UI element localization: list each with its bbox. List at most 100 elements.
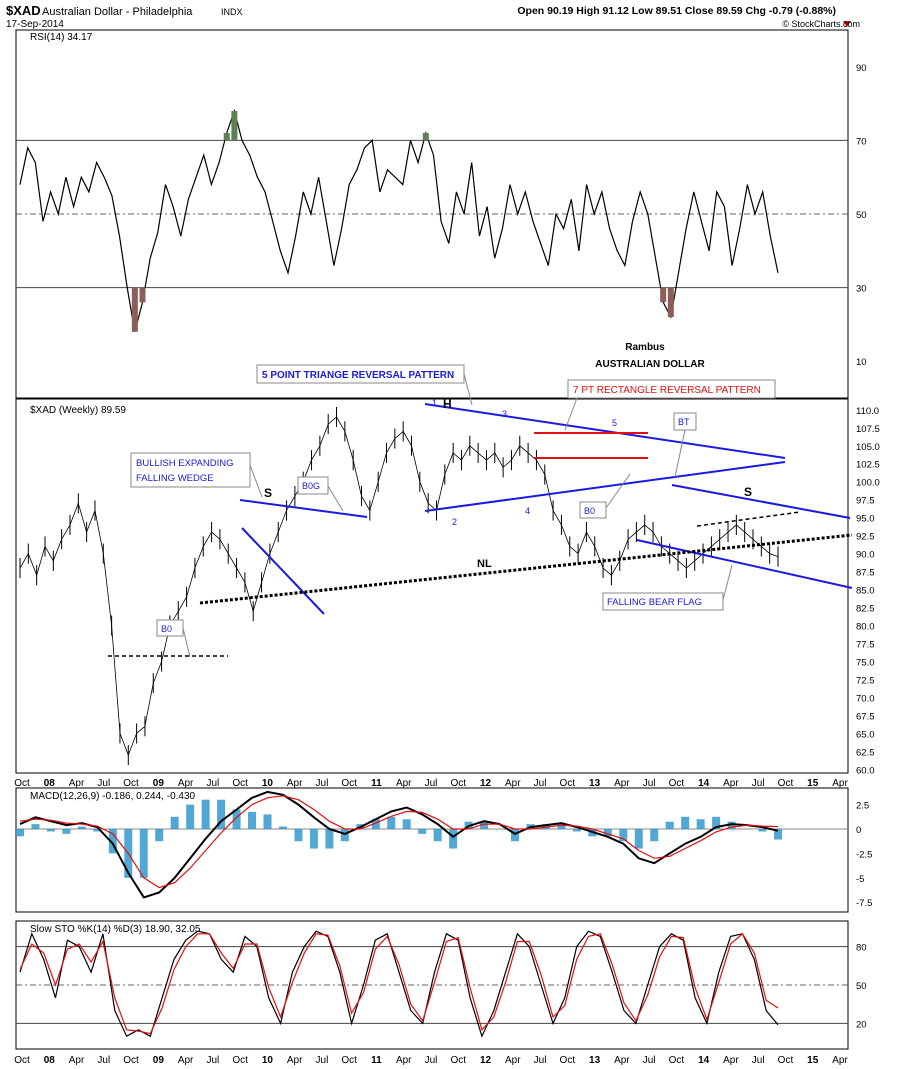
x-tick-label: 13	[589, 1055, 601, 1066]
x-tick-label: Apr	[614, 1055, 630, 1066]
x-tick-label: Oct	[14, 778, 30, 789]
flag-top-line	[671, 484, 851, 519]
rect-pattern-box	[567, 379, 776, 399]
flag-bottom-line	[636, 539, 853, 589]
x-tick-label: Oct	[778, 778, 794, 789]
macd-hist-bar	[186, 804, 195, 830]
macd-hist-bar	[665, 821, 674, 830]
x-tick-label: Apr	[287, 778, 303, 789]
macd-hist-bar	[309, 829, 318, 849]
price-panel	[15, 398, 849, 774]
y-tick-label: 62.5	[856, 747, 875, 758]
y-tick-label: 102.5	[856, 460, 880, 471]
rsi-oversold-fill	[139, 287, 146, 303]
x-tick-label: 12	[480, 778, 492, 789]
macd-hist-bar	[278, 826, 287, 830]
rsi-oversold-fill	[660, 287, 667, 303]
macd-hist-bar	[511, 829, 520, 842]
macd-hist-bar	[108, 829, 117, 854]
y-tick-label: 85.0	[856, 586, 875, 597]
neckline	[199, 533, 853, 605]
series-line-%D	[19, 932, 779, 1035]
x-tick-label: Apr	[69, 778, 85, 789]
x-tick-label: Apr	[396, 1055, 412, 1066]
y-tick-label: 65.0	[856, 729, 875, 740]
macd-hist-bar	[402, 819, 411, 830]
macd-hist-bar	[16, 829, 24, 837]
macd-hist-bar	[433, 829, 442, 842]
x-tick-label: 08	[44, 778, 56, 789]
macd-hist-bar	[774, 829, 782, 840]
point-3: 3	[502, 409, 507, 419]
y-tick-label: 110.0	[856, 406, 879, 417]
x-tick-label: Oct	[123, 1055, 139, 1066]
macd-hist-bar	[217, 799, 226, 830]
x-tick-label: 15	[807, 1055, 819, 1066]
x-tick-label: Apr	[614, 778, 630, 789]
down-arrow-icon	[843, 21, 851, 27]
y-tick-label: 80.0	[856, 622, 875, 633]
macd-hist-bar	[155, 829, 164, 842]
x-tick-label: Jul	[425, 778, 438, 789]
macd-hist-bar	[139, 829, 148, 878]
y-tick-label: 2.5	[856, 801, 869, 812]
x-tick-label: Oct	[669, 1055, 685, 1066]
x-tick-label: 10	[262, 1055, 274, 1066]
rsi-overbought-fill	[422, 133, 429, 141]
series-line-%K	[19, 930, 779, 1038]
y-tick-label: 70	[856, 136, 867, 147]
x-axis-group: Oct 08 Apr Jul Oct 09 Apr Jul Oct 10 Apr Jul Oct 11 Ap…	[14, 778, 848, 1066]
x-tick-label: Jul	[316, 1055, 329, 1066]
x-tick-label: 13	[589, 778, 601, 789]
y-tick-label: 0	[856, 825, 861, 836]
y-tick-label: 87.5	[856, 568, 875, 579]
rect-pattern-label: 7 PT RECTANGLE REVERSAL PATTERN	[573, 385, 761, 396]
right-shoulder-label: S	[744, 485, 752, 499]
x-tick-label: Apr	[178, 778, 194, 789]
x-tick-label: 11	[371, 1055, 382, 1066]
macd-hist-bar	[387, 816, 396, 830]
x-tick-label: Apr	[178, 1055, 194, 1066]
x-tick-label: Jul	[752, 1055, 765, 1066]
label-boxes: 5 POINT TRIANGE REVERSAL PATTERN BULLISH…	[130, 364, 776, 658]
bear-flag-label: FALLING BEAR FLAG	[607, 597, 702, 608]
series-line-Signal	[19, 795, 779, 889]
y-tick-label: 75.0	[856, 658, 875, 669]
b0-label-left: B0	[161, 624, 172, 634]
macd-hist-bar	[650, 829, 659, 842]
macd-hist-bar	[603, 829, 612, 837]
macd-hist-bar	[449, 829, 458, 849]
macd-hist-bar	[31, 824, 40, 830]
y-tick-label: -5	[856, 874, 864, 885]
point-5: 5	[612, 418, 617, 428]
x-tick-label: Apr	[723, 778, 739, 789]
y-tick-label: 105.0	[856, 442, 880, 453]
x-tick-label: Jul	[643, 1055, 656, 1066]
x-tick-label: 12	[480, 1055, 492, 1066]
x-tick-label: Jul	[316, 778, 329, 789]
x-tick-label: 14	[698, 778, 710, 789]
sto-title: Slow STO %K(14) %D(3) 18.90, 32.05	[30, 924, 201, 935]
x-tick-label: 08	[44, 1055, 56, 1066]
y-tick-label: 100.0	[856, 478, 880, 489]
head-label: H	[443, 397, 452, 411]
y-tick-label: 80	[856, 943, 867, 954]
y-tick-label: 70.0	[856, 693, 875, 704]
symbol: $XAD	[6, 3, 41, 18]
x-tick-label: Jul	[643, 778, 656, 789]
macd-hist-bar	[712, 816, 721, 830]
bt-label: BT	[678, 417, 690, 427]
x-tick-label: Apr	[396, 778, 412, 789]
wedge-label-2: FALLING WEDGE	[136, 473, 214, 484]
y-tick-label: 60.0	[856, 765, 875, 776]
macd-hist-bar	[170, 816, 179, 830]
instrument-name: Australian Dollar - Philadelphia	[42, 6, 193, 18]
rsi-series-group: 10 30 50 70 90	[16, 63, 867, 368]
x-tick-label: 09	[153, 778, 165, 789]
x-tick-label: Jul	[534, 778, 547, 789]
macd-hist-bar	[371, 819, 380, 830]
x-tick-label: Jul	[97, 778, 110, 789]
x-tick-label: Oct	[450, 1055, 466, 1066]
wedge-box	[130, 452, 251, 488]
